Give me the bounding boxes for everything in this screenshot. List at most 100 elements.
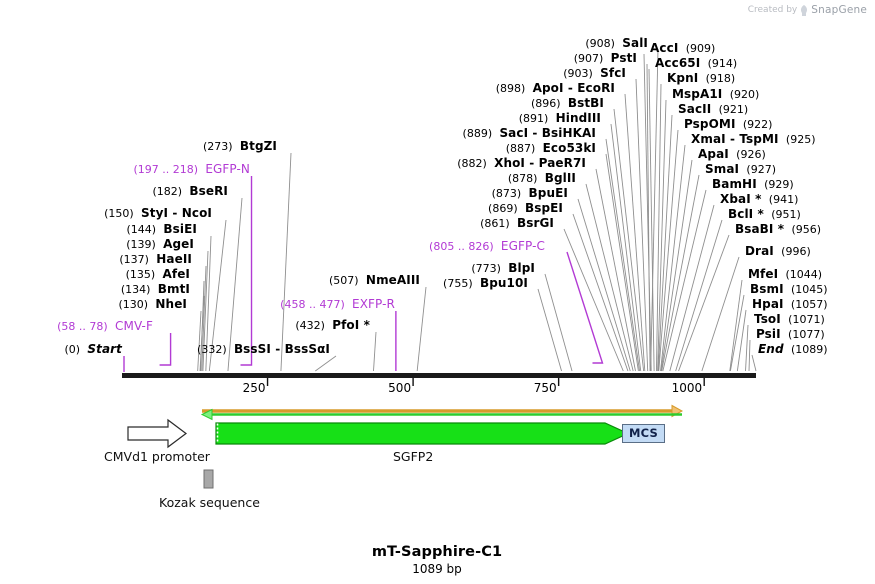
enzyme-name: SmaI xyxy=(705,162,740,176)
enzyme-label[interactable]: XbaI * (941) xyxy=(720,193,798,207)
enzyme-label[interactable]: (150) StyI - NcoI xyxy=(104,207,212,221)
enzyme-position: (805 .. 826) xyxy=(429,240,494,253)
enzyme-position: (137) xyxy=(119,253,149,266)
enzyme-name: AfeI xyxy=(162,267,190,281)
enzyme-position: (873) xyxy=(491,187,522,200)
enzyme-label[interactable]: (773) BlpI xyxy=(471,261,535,276)
enzyme-name: SacII xyxy=(678,102,712,116)
enzyme-name: XhoI - PaeR7I xyxy=(494,156,586,170)
enzyme-label[interactable]: XmaI - TspMI (925) xyxy=(691,132,816,147)
enzyme-label[interactable]: MfeI (1044) xyxy=(748,267,822,282)
enzyme-position: (878) xyxy=(507,172,538,185)
enzyme-name: BmtI xyxy=(157,282,190,296)
enzyme-label[interactable]: PsiI (1077) xyxy=(756,327,825,342)
enzyme-position: (929) xyxy=(764,178,794,191)
enzyme-label[interactable]: (908) SalI xyxy=(585,37,648,51)
enzyme-label[interactable]: (869) BspEI xyxy=(488,202,563,216)
enzyme-label[interactable]: TsoI (1071) xyxy=(754,313,825,327)
enzyme-position: (926) xyxy=(736,148,766,161)
enzyme-label[interactable]: (861) BsrGI xyxy=(480,217,554,231)
enzyme-label[interactable]: KpnI (918) xyxy=(667,72,735,86)
enzyme-label[interactable]: (882) XhoI - PaeR7I xyxy=(457,156,586,171)
enzyme-position: (869) xyxy=(488,202,518,215)
enzyme-position: (903) xyxy=(563,67,593,80)
enzyme-position: (882) xyxy=(457,157,487,170)
enzyme-label[interactable]: (891) HindIII xyxy=(518,111,601,126)
enzyme-label[interactable]: (896) BstBI xyxy=(531,97,604,111)
enzyme-label[interactable]: (878) BglII xyxy=(507,172,576,186)
enzyme-label[interactable]: (135) AfeI xyxy=(126,267,190,282)
enzyme-name: BlpI xyxy=(508,261,535,275)
enzyme-name: Bpu10I xyxy=(479,276,528,290)
enzyme-name: SacI - BsiHKAI xyxy=(499,126,596,140)
enzyme-label[interactable]: (137) HaeII xyxy=(119,253,192,267)
enzyme-name: XmaI - TspMI xyxy=(691,132,779,146)
enzyme-name: BsaBI * xyxy=(735,222,785,236)
ruler-tick-label: 500 xyxy=(388,381,412,395)
sequence-backbone xyxy=(122,373,756,378)
enzyme-label[interactable]: (507) NmeAIII xyxy=(329,274,420,288)
enzyme-name: BamHI xyxy=(712,177,757,191)
sequence-length-text: 1089 bp xyxy=(412,562,462,576)
enzyme-name: MspA1I xyxy=(672,87,723,101)
enzyme-label[interactable]: (873) BpuEI xyxy=(491,187,568,201)
enzyme-label[interactable]: (887) Eco53kI xyxy=(506,142,596,156)
enzyme-label[interactable]: MspA1I (920) xyxy=(672,87,759,102)
enzyme-name: DraI xyxy=(745,244,774,258)
enzyme-name: PspOMI xyxy=(684,117,736,131)
enzyme-label[interactable]: ApaI (926) xyxy=(698,148,766,162)
enzyme-label[interactable]: (58 .. 78) CMV-F xyxy=(57,320,153,334)
enzyme-label[interactable]: PspOMI (922) xyxy=(684,117,772,132)
enzyme-name: ApoI - EcoRI xyxy=(532,81,615,95)
enzyme-position: (891) xyxy=(518,112,549,125)
enzyme-position: (1057) xyxy=(790,298,828,311)
enzyme-label[interactable]: (139) AgeI xyxy=(126,237,194,252)
enzyme-label[interactable]: (889) SacI - BsiHKAI xyxy=(463,126,596,141)
enzyme-position: (0) xyxy=(64,343,81,356)
enzyme-name: EGFP-N xyxy=(205,162,250,176)
snapgene-watermark: Created by SnapGene xyxy=(748,4,867,16)
enzyme-label[interactable]: (458 .. 477) EXFP-R xyxy=(280,298,395,312)
enzyme-label[interactable]: (273) BtgZI xyxy=(202,140,277,154)
kozak-sequence-label: Kozak sequence xyxy=(159,495,260,510)
enzyme-label[interactable]: (0) Start xyxy=(64,343,122,357)
enzyme-label[interactable]: HpaI (1057) xyxy=(752,297,828,312)
enzyme-label[interactable]: (432) PfoI * xyxy=(295,319,370,333)
enzyme-name: HpaI xyxy=(752,297,784,311)
enzyme-name: MfeI xyxy=(748,267,779,281)
enzyme-label[interactable]: (755) Bpu10I xyxy=(443,276,528,291)
enzyme-position: (1045) xyxy=(790,283,828,296)
enzyme-label[interactable]: (134) BmtI xyxy=(120,282,190,297)
enzyme-label[interactable]: SacII (921) xyxy=(678,102,748,117)
enzyme-position: (755) xyxy=(443,277,473,290)
enzyme-name: AgeI xyxy=(163,237,194,251)
enzyme-label[interactable]: BsaBI * (956) xyxy=(735,222,821,237)
enzyme-label[interactable]: (182) BseRI xyxy=(152,185,228,199)
enzyme-label[interactable]: (130) NheI xyxy=(119,298,188,312)
enzyme-position: (197 .. 218) xyxy=(133,163,199,176)
enzyme-position: (134) xyxy=(120,283,151,296)
enzyme-position: (773) xyxy=(471,262,501,275)
enzyme-label[interactable]: SmaI (927) xyxy=(705,162,776,177)
enzyme-label[interactable]: (805 .. 826) EGFP-C xyxy=(429,240,545,254)
enzyme-name: PsiI xyxy=(756,327,781,341)
enzyme-label[interactable]: (907) PstI xyxy=(574,52,637,66)
enzyme-label[interactable]: Acc65I (914) xyxy=(655,57,737,71)
enzyme-label[interactable]: DraI (996) xyxy=(745,244,811,259)
cmvd1-promoter-arrow xyxy=(127,418,187,449)
enzyme-position: (273) xyxy=(202,140,233,153)
enzyme-label[interactable]: (144) BsiEI xyxy=(127,223,197,237)
enzyme-name: HindIII xyxy=(555,111,601,125)
enzyme-label[interactable]: BclI * (951) xyxy=(728,208,801,222)
enzyme-label[interactable]: (197 .. 218) EGFP-N xyxy=(133,162,250,177)
enzyme-label[interactable]: BsmI (1045) xyxy=(750,283,828,297)
enzyme-label[interactable]: (332) BssSI - BssSαI xyxy=(197,342,330,357)
enzyme-label[interactable]: AccI (909) xyxy=(650,42,715,56)
enzyme-label[interactable]: (898) ApoI - EcoRI xyxy=(496,81,615,96)
sgfp2-label-text: SGFP2 xyxy=(393,449,434,464)
ruler-tick-label: 750 xyxy=(533,381,557,395)
enzyme-name: BssSI - BssSαI xyxy=(233,342,330,356)
enzyme-label[interactable]: End (1089) xyxy=(758,343,828,357)
enzyme-label[interactable]: (903) SfcI xyxy=(563,67,626,81)
enzyme-label[interactable]: BamHI (929) xyxy=(712,177,794,192)
